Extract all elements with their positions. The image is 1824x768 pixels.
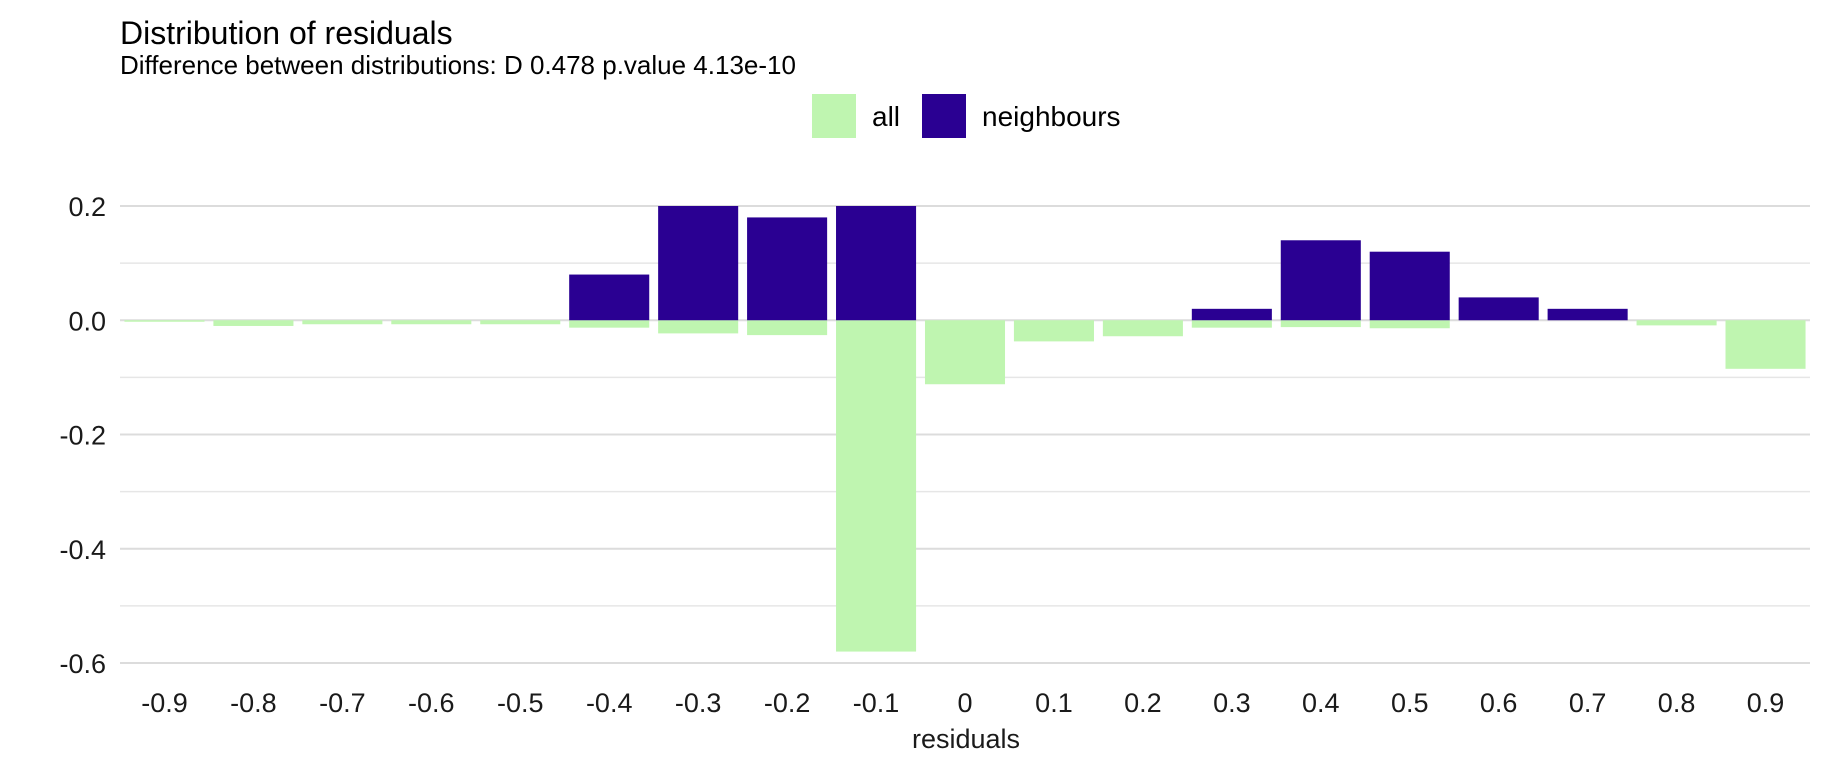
x-tick-label: -0.3 [675, 688, 722, 718]
bar-all--0.2 [747, 320, 828, 336]
gridlines [120, 205, 1810, 664]
y-tick-label: -0.6 [59, 649, 106, 679]
bar-all-0.1 [1013, 320, 1094, 342]
bar-neighbours-0.5 [1369, 251, 1450, 321]
chart-title: Distribution of residuals [120, 15, 453, 51]
bar-all-0.4 [1280, 320, 1361, 328]
bar-all-0.8 [1636, 320, 1717, 326]
x-tick-label: 0.8 [1658, 688, 1696, 718]
bar-all--0.1 [836, 320, 917, 652]
bar-all-0.5 [1369, 320, 1450, 329]
legend-swatch-all [812, 94, 856, 138]
x-tick-label: -0.4 [586, 688, 633, 718]
bar-all--0.7 [302, 320, 383, 325]
bar-all-0.3 [1191, 320, 1272, 328]
x-tick-label: 0.9 [1747, 688, 1785, 718]
x-tick-label: 0.3 [1213, 688, 1251, 718]
bar-neighbours-0.7 [1547, 308, 1628, 321]
x-axis-title: residuals [912, 724, 1020, 754]
bar-neighbours--0.3 [658, 206, 739, 321]
bar-neighbours--0.4 [569, 274, 650, 321]
legend-label-all: all [872, 101, 900, 132]
x-tick-label: 0.7 [1569, 688, 1607, 718]
x-tick-label: 0.4 [1302, 688, 1340, 718]
x-tick-label: 0.1 [1035, 688, 1073, 718]
bar-neighbours-0.6 [1458, 297, 1539, 321]
x-tick-label: -0.2 [764, 688, 811, 718]
bar-all-0.9 [1725, 320, 1806, 369]
x-tick-label: -0.5 [497, 688, 544, 718]
x-tick-label: 0.6 [1480, 688, 1518, 718]
bar-all--0.8 [213, 320, 294, 326]
bar-all--0.3 [658, 320, 739, 334]
bar-all--0.6 [391, 320, 472, 325]
bar-neighbours-0.3 [1191, 308, 1272, 321]
legend-swatch-neighbours [922, 94, 966, 138]
bar-neighbours--0.1 [836, 206, 917, 321]
y-tick-label: 0.2 [68, 192, 106, 222]
bars [124, 206, 1806, 652]
x-tick-label: 0.5 [1391, 688, 1429, 718]
y-tick-label: 0.0 [68, 306, 106, 336]
x-tick-label: 0.2 [1124, 688, 1162, 718]
bar-all--0.9 [124, 320, 205, 322]
y-axis-ticks: 0.2 0.0 -0.2 -0.4 -0.6 [59, 192, 106, 679]
x-tick-label: -0.8 [230, 688, 277, 718]
bar-all--0.4 [569, 320, 650, 328]
x-axis-ticks: -0.9 -0.8 -0.7 -0.6 -0.5 -0.4 -0.3 -0.2 -0.1 0 0.1… [141, 688, 1784, 718]
x-tick-label: -0.9 [141, 688, 188, 718]
legend: all neighbours [812, 94, 1121, 138]
y-tick-label: -0.2 [59, 421, 106, 451]
bar-neighbours-0.4 [1280, 240, 1361, 321]
x-tick-label: 0 [957, 688, 972, 718]
x-tick-label: -0.6 [408, 688, 455, 718]
chart-subtitle: Difference between distributions: D 0.47… [120, 50, 796, 80]
bar-all--0.5 [480, 320, 561, 325]
x-tick-label: -0.7 [319, 688, 366, 718]
bar-all-0 [924, 320, 1006, 385]
bar-all-0.2 [1102, 320, 1183, 337]
y-tick-label: -0.4 [59, 535, 106, 565]
x-tick-label: -0.1 [853, 688, 900, 718]
bar-neighbours--0.2 [747, 217, 828, 321]
legend-label-neighbours: neighbours [982, 101, 1121, 132]
